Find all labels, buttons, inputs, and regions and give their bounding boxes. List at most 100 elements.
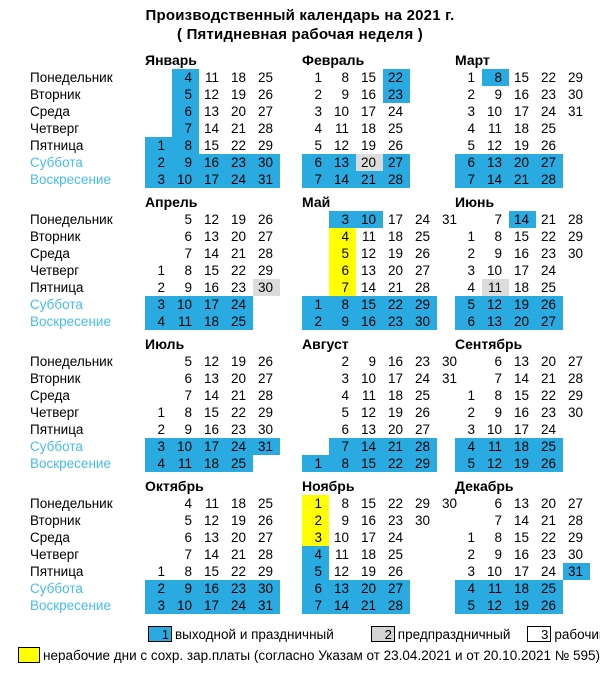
day-cell: 26 [536, 455, 563, 472]
day-cell: 18 [387, 388, 403, 403]
day-cell: 28 [257, 388, 273, 403]
week-row: 3 10 17 24 31 [145, 438, 280, 455]
day-cell: 27 [567, 354, 583, 369]
day-cell: 2 [314, 87, 322, 102]
day-cell [145, 512, 172, 529]
week-row: 3 10 17 24 31 [455, 103, 590, 120]
weekday-label: Среда [30, 104, 70, 119]
week-row: 1 8 15 22 29 30 [302, 495, 464, 512]
day-cell: 4 [455, 438, 482, 455]
day-cell: 1 [157, 263, 165, 278]
legend-item-preholiday: 2 предпраздничный [370, 626, 510, 642]
day-cell: 24 [226, 597, 253, 614]
day-cell: 9 [494, 87, 502, 102]
quarter-block-2: Понедельник Вторник Среда Четверг Пятница Суб… [0, 194, 600, 336]
day-cell: 24 [540, 564, 556, 579]
day-cell: 11 [204, 70, 219, 85]
day-cell: 13 [360, 263, 376, 278]
day-cell: 29 [257, 405, 273, 420]
day-cell: 4 [145, 455, 172, 472]
day-cell [145, 69, 172, 86]
day-cell: 4 [172, 69, 199, 86]
day-cell: 23 [540, 405, 556, 420]
day-cell [563, 421, 590, 438]
week-row: 7 14 21 28 [145, 245, 280, 262]
day-cell [145, 86, 172, 103]
legend-swatch-holiday: 1 [148, 626, 172, 642]
day-cell: 9 [494, 246, 502, 261]
day-cell: 1 [314, 70, 322, 85]
day-cell: 15 [513, 70, 529, 85]
day-cell [563, 455, 590, 472]
day-cell: 13 [329, 154, 356, 171]
day-cell: 22 [383, 69, 410, 86]
month-title: Август [302, 336, 349, 352]
day-cell: 29 [410, 455, 437, 472]
day-cell [302, 404, 329, 421]
weekday-label: Суббота [30, 581, 83, 596]
day-cell: 3 [145, 171, 172, 188]
day-cell: 15 [513, 229, 529, 244]
day-cell: 27 [257, 104, 273, 119]
day-cell: 3 [302, 529, 329, 546]
day-cell: 30 [441, 496, 457, 511]
day-cell: 14 [203, 121, 219, 136]
day-cell: 13 [513, 354, 529, 369]
day-cell: 8 [494, 229, 502, 244]
day-cell: 24 [540, 104, 556, 119]
day-cell: 14 [329, 597, 356, 614]
day-cell: 9 [172, 580, 199, 597]
day-cell: 15 [203, 263, 219, 278]
week-row: 5 12 19 26 [455, 296, 590, 313]
weekday-label: Пятница [30, 564, 84, 579]
day-cell: 4 [145, 313, 172, 330]
day-cell: 24 [226, 296, 253, 313]
week-row: 5 12 19 26 [302, 137, 410, 154]
day-cell: 14 [203, 246, 219, 261]
day-cell: 13 [203, 371, 219, 386]
week-row: 4 11 18 25 [145, 69, 280, 86]
day-cell: 13 [329, 580, 356, 597]
day-cell: 10 [172, 171, 199, 188]
day-cell: 21 [540, 513, 556, 528]
week-row: 7 14 21 28 [302, 438, 464, 455]
week-row: 6 13 20 27 [302, 154, 410, 171]
day-cell: 14 [356, 438, 383, 455]
day-cell: 6 [494, 354, 502, 369]
day-cell: 28 [414, 280, 430, 295]
weekday-label: Суббота [30, 439, 83, 454]
day-cell: 19 [360, 138, 376, 153]
day-cell: 13 [482, 154, 509, 171]
week-row: 6 13 20 27 [145, 529, 280, 546]
day-cell: 3 [467, 104, 475, 119]
day-cell [563, 154, 590, 171]
day-cell: 26 [387, 138, 403, 153]
week-row: 1 8 15 22 29 [455, 529, 590, 546]
day-cell: 25 [257, 70, 273, 85]
day-cell: 26 [257, 87, 273, 102]
weekday-label: Вторник [30, 371, 81, 386]
day-cell: 16 [356, 313, 383, 330]
week-row: 5 12 19 26 [455, 137, 590, 154]
month-title: Июнь [455, 194, 495, 210]
day-cell: 10 [486, 564, 502, 579]
day-cell: 17 [513, 104, 529, 119]
week-row: 7 14 21 28 [455, 171, 590, 188]
weekday-label: Четверг [30, 405, 80, 420]
month-title: Июль [145, 336, 185, 352]
day-cell: 17 [387, 371, 403, 386]
day-cell: 20 [540, 354, 556, 369]
day-cell: 5 [341, 405, 349, 420]
day-cell: 22 [540, 530, 556, 545]
day-cell: 15 [203, 564, 219, 579]
day-cell [302, 228, 329, 245]
day-cell: 20 [509, 154, 536, 171]
week-row: 6 13 20 27 [145, 370, 280, 387]
week-row: 6 13 20 27 [455, 353, 590, 370]
day-cell [145, 245, 172, 262]
weekday-label: Вторник [30, 513, 81, 528]
day-cell: 8 [184, 263, 192, 278]
day-cell: 2 [302, 313, 329, 330]
day-cell: 20 [509, 313, 536, 330]
day-cell [563, 279, 590, 296]
